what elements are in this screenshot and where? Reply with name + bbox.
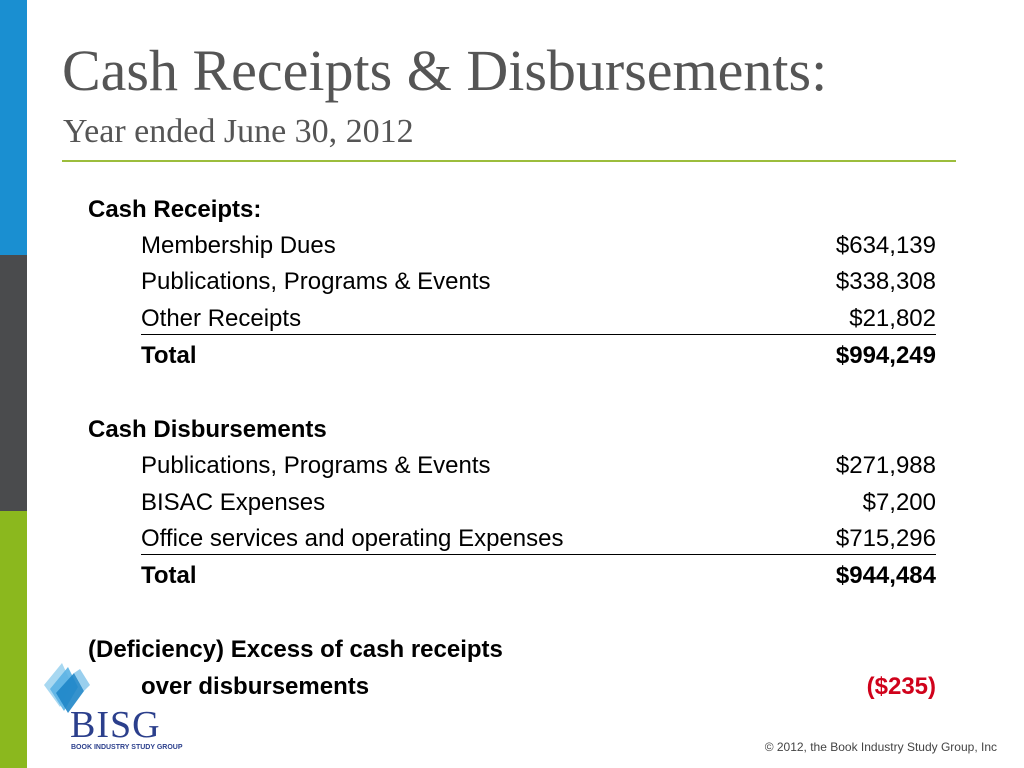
statement-row: BISAC Expenses $7,200 xyxy=(0,485,1024,521)
row-label: Other Receipts xyxy=(141,305,302,332)
net-result-row: over disbursements ($235) xyxy=(0,669,1024,705)
slide-subtitle: Year ended June 30, 2012 xyxy=(63,113,414,150)
row-amount: $7,200 xyxy=(862,489,936,516)
net-label-line2: over disbursements xyxy=(141,673,370,700)
accent-bar-green xyxy=(0,511,27,768)
bisg-logo: BISG BOOK INDUSTRY STUDY GROUP xyxy=(38,655,183,755)
row-label: Publications, Programs & Events xyxy=(141,452,491,479)
logo-wordmark: BISG xyxy=(70,704,161,746)
total-label: Total xyxy=(141,342,197,369)
row-label: BISAC Expenses xyxy=(141,489,326,516)
row-label: Membership Dues xyxy=(141,232,336,259)
row-label: Publications, Programs & Events xyxy=(141,268,491,295)
title-divider xyxy=(62,160,956,162)
net-amount: ($235) xyxy=(866,673,936,700)
statement-row: Other Receipts $21,802 xyxy=(0,301,1024,337)
row-amount: $21,802 xyxy=(849,305,936,332)
net-heading-row: (Deficiency) Excess of cash receipts xyxy=(0,632,1024,668)
disbursements-heading-row: Cash Disbursements xyxy=(0,412,1024,448)
receipts-heading-row: Cash Receipts: xyxy=(0,192,1024,228)
receipts-heading: Cash Receipts: xyxy=(88,196,262,223)
statement-row: Publications, Programs & Events $338,308 xyxy=(0,264,1024,300)
total-amount: $944,484 xyxy=(835,562,936,589)
total-label: Total xyxy=(141,562,197,589)
statement-row: Publications, Programs & Events $271,988 xyxy=(0,448,1024,484)
copyright-footer: © 2012, the Book Industry Study Group, I… xyxy=(764,740,997,754)
statement-row: Membership Dues $634,139 xyxy=(0,228,1024,264)
accent-bar-gray xyxy=(0,255,27,511)
row-amount: $338,308 xyxy=(835,268,936,295)
row-amount: $634,139 xyxy=(835,232,936,259)
receipts-total-row: Total $994,249 xyxy=(0,338,1024,374)
statement-row: Office services and operating Expenses $… xyxy=(0,521,1024,557)
total-amount: $994,249 xyxy=(835,342,936,369)
row-amount: $715,296 xyxy=(835,525,936,552)
disbursements-total-row: Total $944,484 xyxy=(0,558,1024,594)
row-label: Office services and operating Expenses xyxy=(141,525,564,552)
net-label-line1: (Deficiency) Excess of cash receipts xyxy=(88,636,503,663)
book-pages-icon xyxy=(44,663,90,713)
logo-tagline: BOOK INDUSTRY STUDY GROUP xyxy=(71,744,183,751)
disbursements-heading: Cash Disbursements xyxy=(88,416,327,443)
accent-bar-blue xyxy=(0,0,27,255)
slide-title: Cash Receipts & Disbursements: xyxy=(62,38,828,103)
row-amount: $271,988 xyxy=(835,452,936,479)
